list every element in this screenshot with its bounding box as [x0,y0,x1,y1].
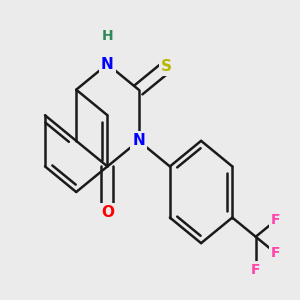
Text: F: F [271,213,281,227]
Text: N: N [132,134,145,148]
Text: F: F [251,263,260,277]
Text: H: H [102,29,113,43]
Text: F: F [271,246,281,260]
Text: S: S [161,59,172,74]
Text: O: O [101,205,114,220]
Text: N: N [101,57,114,72]
